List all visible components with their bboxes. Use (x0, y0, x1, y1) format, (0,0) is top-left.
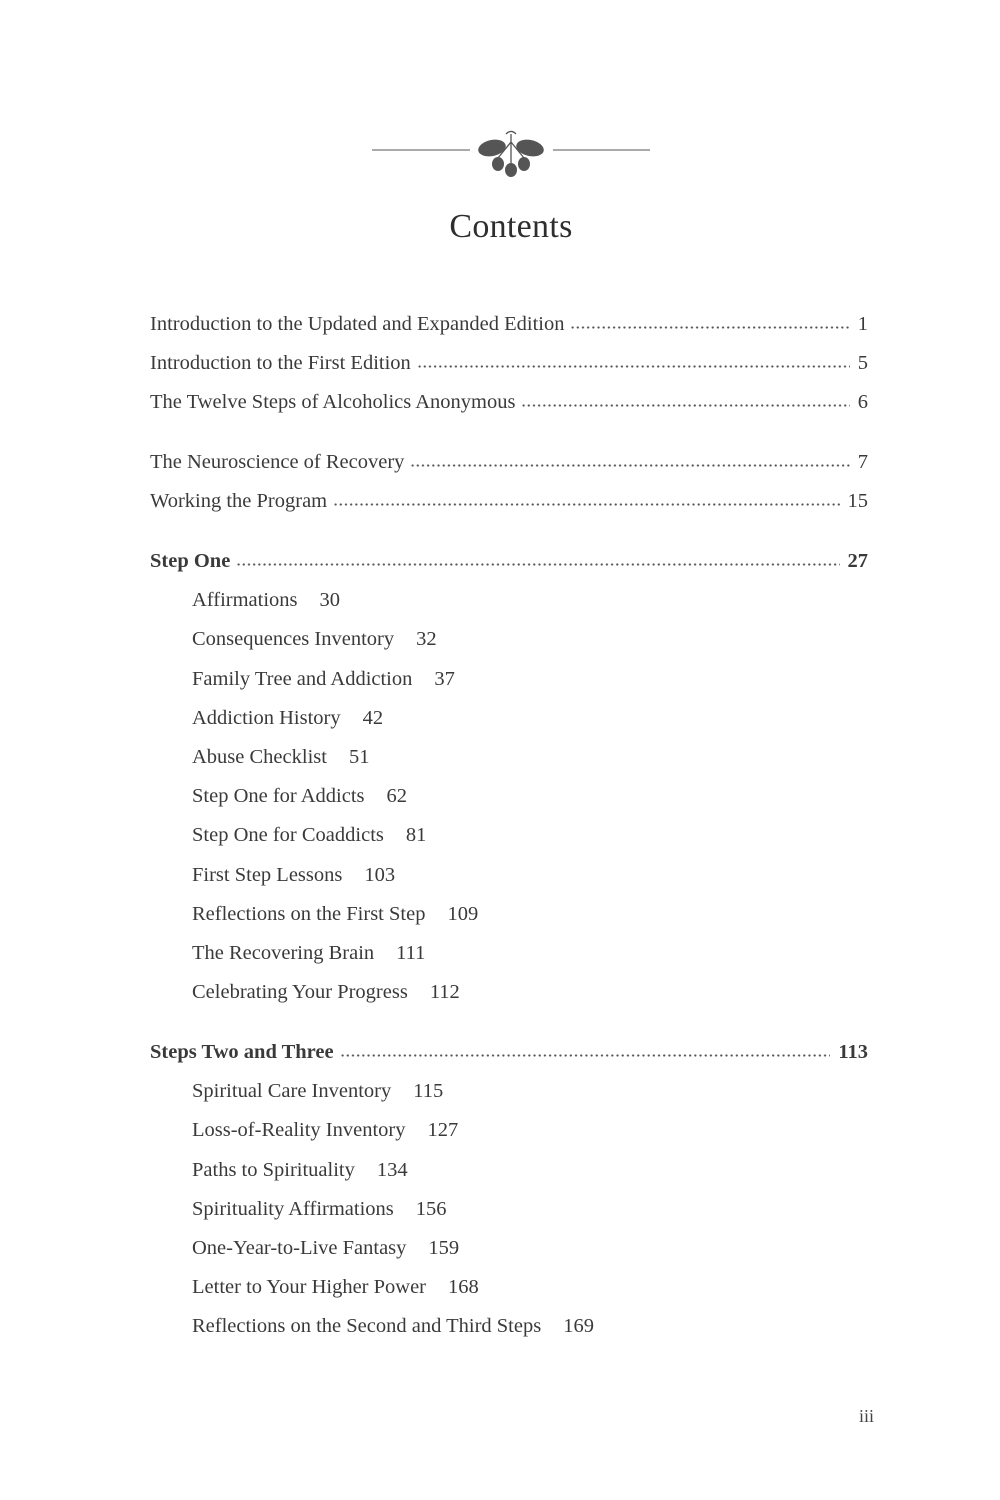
entry-title: Step One (150, 550, 231, 572)
entry-page-number: 159 (428, 1236, 460, 1259)
entry-page-number: 1 (857, 313, 868, 335)
dot-leader (521, 404, 850, 408)
entry-page-number: 111 (396, 941, 426, 964)
entry-title: Consequences Inventory (192, 628, 395, 651)
entry-page-number: 168 (448, 1276, 479, 1299)
toc-entry[interactable]: The Twelve Steps of Alcoholics Anonymous… (150, 383, 868, 422)
entry-title: Celebrating Your Progress (192, 981, 408, 1004)
dot-leader (410, 464, 850, 467)
entry-page-number: 27 (847, 550, 869, 572)
toc-subentry[interactable]: Consequences Inventory 32 (150, 620, 868, 659)
toc-subentry[interactable]: First Step Lessons 103 (150, 856, 868, 895)
entry-title: The Twelve Steps of Alcoholics Anonymous (150, 391, 516, 414)
toc-subentry[interactable]: Step One for Coaddicts 81 (150, 816, 868, 855)
entry-page-number: 169 (563, 1315, 594, 1338)
toc-entry[interactable]: Introduction to the Updated and Expanded… (150, 305, 868, 344)
toc-entry[interactable]: The Neuroscience of Recovery 7 (150, 443, 868, 482)
entry-title: Reflections on the Second and Third Step… (192, 1315, 542, 1338)
entry-page-number: 42 (362, 706, 384, 729)
entry-title: Family Tree and Addiction (192, 667, 413, 690)
entry-title: Introduction to the Updated and Expanded… (150, 313, 565, 335)
entry-page-number: 37 (434, 667, 455, 690)
entry-title: First Step Lessons (192, 863, 343, 886)
entry-page-number: 103 (364, 863, 396, 886)
entry-page-number: 113 (838, 1041, 868, 1063)
entry-title: Affirmations (192, 589, 298, 612)
entry-title: The Recovering Brain (192, 941, 375, 964)
entry-page-number: 32 (416, 628, 437, 651)
page-title: Contents (449, 208, 573, 245)
page-number: iii (858, 1406, 874, 1426)
entry-title: Steps Two and Three (150, 1041, 334, 1063)
entry-page-number: 6 (857, 391, 868, 414)
toc-subentry[interactable]: Addiction History 42 (150, 699, 868, 738)
toc-subentry[interactable]: One-Year-to-Live Fantasy 159 (150, 1229, 868, 1268)
entry-page-number: 30 (319, 589, 341, 612)
entry-page-number: 109 (447, 902, 479, 925)
entry-title: Step One for Addicts (192, 785, 365, 808)
entry-title: Reflections on the First Step (192, 902, 426, 925)
entry-title: Introduction to the First Edition (150, 352, 411, 375)
toc-entry[interactable]: Steps Two and Three 113 (150, 1033, 868, 1072)
toc-subentry[interactable]: The Recovering Brain 111 (150, 934, 868, 973)
dot-leader (333, 503, 840, 507)
toc-subentry[interactable]: Loss-of-Reality Inventory 127 (150, 1111, 868, 1150)
toc-step-one: Step One 27 Affirmations 30 Consequences Inv… (150, 542, 868, 1012)
toc-front-matter: Introduction to the Updated and Expanded… (150, 305, 868, 423)
entry-title: Abuse Checklist (192, 745, 327, 768)
entry-page-number: 127 (427, 1119, 459, 1142)
entry-title: Spiritual Care Inventory (192, 1080, 392, 1103)
entry-page-number: 15 (847, 490, 869, 513)
entry-title: The Neuroscience of Recovery (150, 451, 405, 473)
toc-subentry[interactable]: Step One for Addicts 62 (150, 777, 868, 816)
entry-title: Loss-of-Reality Inventory (192, 1119, 406, 1142)
toc-subentry[interactable]: Family Tree and Addiction 37 (150, 660, 868, 699)
toc-intro-chapters: The Neuroscience of Recovery 7 Working the… (150, 443, 868, 521)
toc-entry[interactable]: Step One 27 (150, 542, 868, 581)
dot-leader (339, 1054, 831, 1057)
toc-subentry[interactable]: Spirituality Affirmations 156 (150, 1190, 868, 1229)
entry-title: Paths to Spirituality (192, 1158, 355, 1181)
toc-subentry[interactable]: Reflections on the First Step 109 (150, 895, 868, 934)
entry-page-number: 134 (376, 1158, 408, 1181)
entry-page-number: 7 (857, 451, 868, 473)
toc-subentry[interactable]: Reflections on the Second and Third Step… (150, 1307, 868, 1346)
toc-entry[interactable]: Working the Program 15 (150, 482, 868, 521)
entry-title: One-Year-to-Live Fantasy (192, 1236, 407, 1259)
dot-leader (416, 365, 850, 369)
entry-page-number: 115 (413, 1080, 444, 1103)
entry-page-number: 5 (857, 352, 868, 375)
toc-subentry[interactable]: Spiritual Care Inventory 115 (150, 1072, 868, 1111)
toc-entry[interactable]: Introduction to the First Edition 5 (150, 344, 868, 383)
toc-subentry[interactable]: Abuse Checklist 51 (150, 738, 868, 777)
toc-subentry[interactable]: Paths to Spirituality 134 (150, 1151, 868, 1190)
entry-page-number: 112 (429, 981, 460, 1004)
entry-title: Letter to Your Higher Power (192, 1276, 427, 1299)
acorn-ornament-icon (372, 130, 650, 177)
dot-leader (236, 563, 840, 566)
entry-page-number: 62 (386, 785, 408, 808)
entry-title: Working the Program (150, 490, 328, 513)
toc-steps-two-three: Steps Two and Three 113 Spiritual Care Inv… (150, 1033, 868, 1347)
dot-leader (570, 326, 850, 329)
toc-subentry[interactable]: Letter to Your Higher Power 168 (150, 1268, 868, 1307)
entry-title: Spirituality Affirmations (192, 1197, 394, 1220)
entry-title: Addiction History (192, 706, 341, 729)
entry-title: Step One for Coaddicts (192, 824, 384, 847)
toc-subentry[interactable]: Celebrating Your Progress 112 (150, 973, 868, 1012)
toc-subentry[interactable]: Affirmations 30 (150, 581, 868, 620)
entry-page-number: 156 (415, 1197, 447, 1220)
entry-page-number: 81 (405, 824, 427, 847)
entry-page-number: 51 (348, 745, 370, 768)
